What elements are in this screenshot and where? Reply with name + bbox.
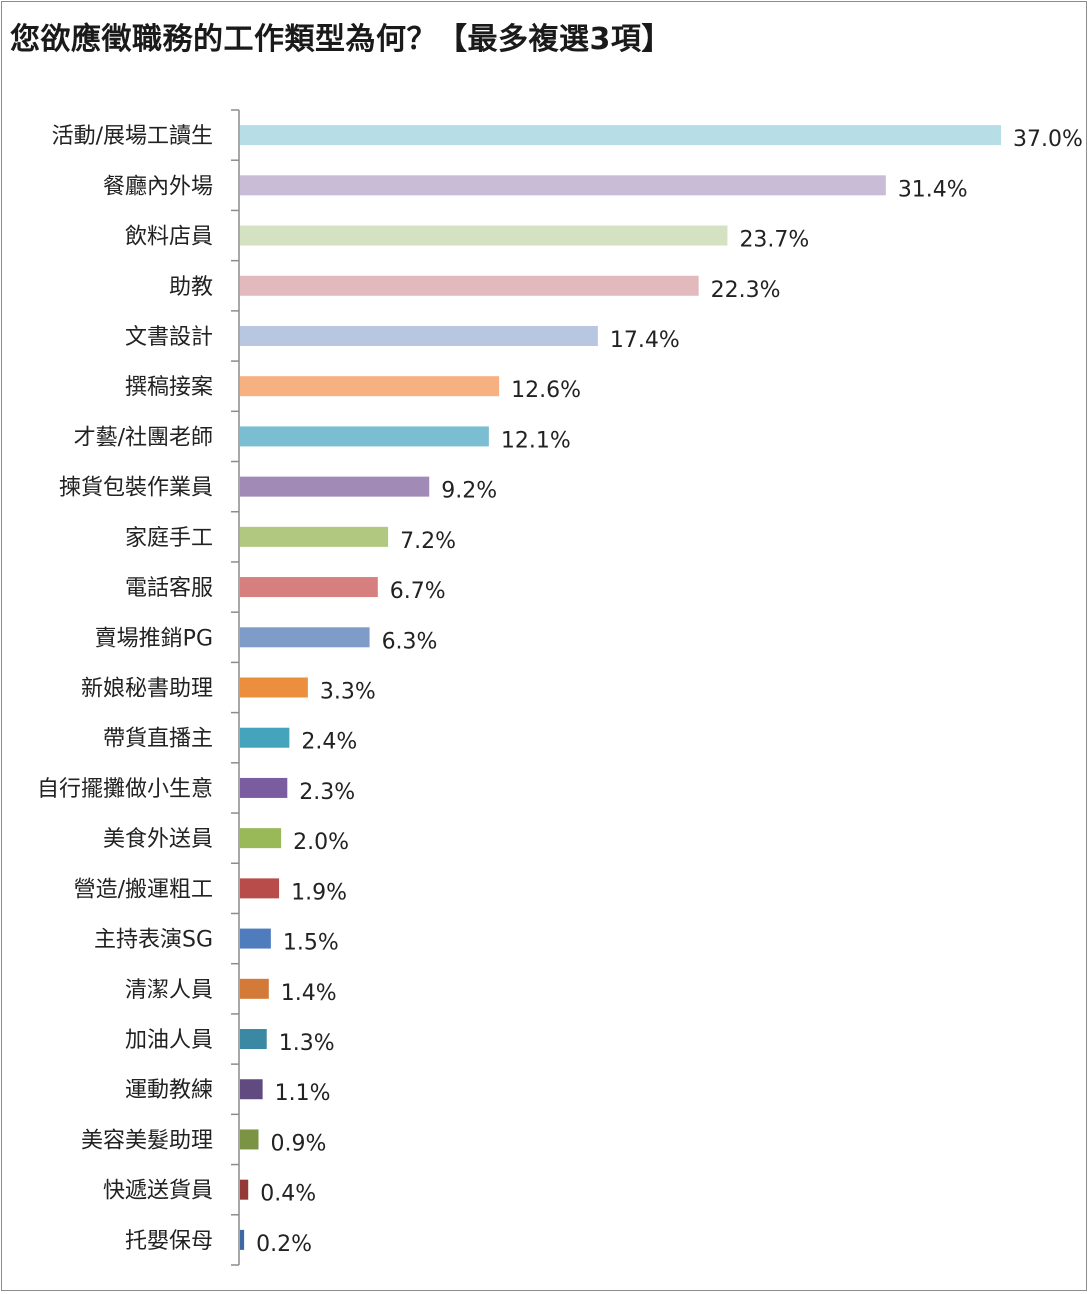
bar bbox=[240, 225, 728, 246]
category-label: 活動/展場工讀生 bbox=[52, 124, 213, 149]
category-label: 電話客服 bbox=[125, 576, 213, 601]
data-label: 2.0% bbox=[293, 830, 349, 855]
bar bbox=[240, 577, 378, 598]
data-label: 1.5% bbox=[283, 931, 339, 956]
bar bbox=[240, 727, 290, 748]
bar bbox=[240, 878, 280, 899]
data-label: 0.2% bbox=[256, 1232, 312, 1257]
bar bbox=[240, 627, 370, 648]
data-label: 1.1% bbox=[275, 1081, 331, 1106]
category-label: 美容美髮助理 bbox=[81, 1128, 213, 1153]
data-label: 7.2% bbox=[400, 529, 456, 554]
bar bbox=[240, 376, 500, 397]
data-label: 9.2% bbox=[441, 479, 497, 504]
category-label: 主持表演SG bbox=[94, 928, 213, 953]
category-label: 餐廳內外場 bbox=[103, 174, 213, 199]
data-label: 0.9% bbox=[271, 1131, 327, 1156]
data-label: 2.3% bbox=[299, 780, 355, 805]
data-label: 1.9% bbox=[291, 880, 347, 905]
bar bbox=[240, 677, 308, 698]
bar bbox=[240, 125, 1001, 146]
category-label: 加油人員 bbox=[125, 1028, 213, 1053]
data-label: 22.3% bbox=[711, 278, 781, 303]
data-label: 17.4% bbox=[610, 328, 680, 353]
data-label: 0.4% bbox=[260, 1182, 316, 1207]
category-label: 文書設計 bbox=[125, 325, 213, 350]
bar bbox=[240, 426, 489, 447]
bar bbox=[240, 1179, 249, 1200]
bar bbox=[240, 1229, 245, 1250]
category-label: 新娘秘書助理 bbox=[81, 677, 213, 702]
bar bbox=[240, 1129, 259, 1150]
category-label: 托嬰保母 bbox=[125, 1229, 213, 1254]
category-label: 家庭手工 bbox=[125, 526, 213, 551]
data-label: 6.7% bbox=[390, 579, 446, 604]
chart-title: 您欲應徵職務的工作類型為何？【最多複選3項】 bbox=[10, 22, 672, 57]
category-label: 飲料店員 bbox=[125, 225, 213, 250]
category-label: 清潔人員 bbox=[125, 978, 213, 1003]
bar bbox=[240, 275, 699, 296]
category-label: 賣場推銷PG bbox=[95, 626, 213, 651]
category-label: 自行擺攤做小生意 bbox=[37, 777, 213, 802]
bar bbox=[240, 828, 282, 849]
category-label: 撰稿接案 bbox=[125, 375, 213, 400]
category-label: 揀貨包裝作業員 bbox=[59, 476, 213, 501]
data-label: 31.4% bbox=[898, 177, 968, 202]
data-label: 2.4% bbox=[301, 730, 357, 755]
bar bbox=[240, 928, 271, 949]
bar bbox=[240, 1029, 267, 1050]
bar bbox=[240, 1079, 263, 1100]
category-label: 美食外送員 bbox=[103, 827, 213, 852]
category-label: 快遞送貨員 bbox=[103, 1179, 213, 1204]
bar bbox=[240, 978, 269, 999]
category-label: 才藝/社團老師 bbox=[74, 425, 213, 450]
bar bbox=[240, 777, 288, 798]
bar bbox=[240, 175, 886, 196]
category-label: 營造/搬運粗工 bbox=[74, 877, 213, 902]
data-label: 12.1% bbox=[501, 428, 571, 453]
data-label: 6.3% bbox=[382, 629, 438, 654]
category-label: 運動教練 bbox=[125, 1078, 213, 1103]
data-label: 1.3% bbox=[279, 1031, 335, 1056]
data-label: 37.0% bbox=[1013, 127, 1083, 152]
bar bbox=[240, 526, 389, 547]
data-label: 12.6% bbox=[511, 378, 581, 403]
data-label: 3.3% bbox=[320, 680, 376, 705]
bar bbox=[240, 476, 430, 497]
category-label: 帶貨直播主 bbox=[103, 727, 213, 752]
bar bbox=[240, 325, 598, 346]
category-label: 助教 bbox=[169, 275, 213, 300]
data-label: 23.7% bbox=[739, 228, 809, 253]
data-label: 1.4% bbox=[281, 981, 337, 1006]
